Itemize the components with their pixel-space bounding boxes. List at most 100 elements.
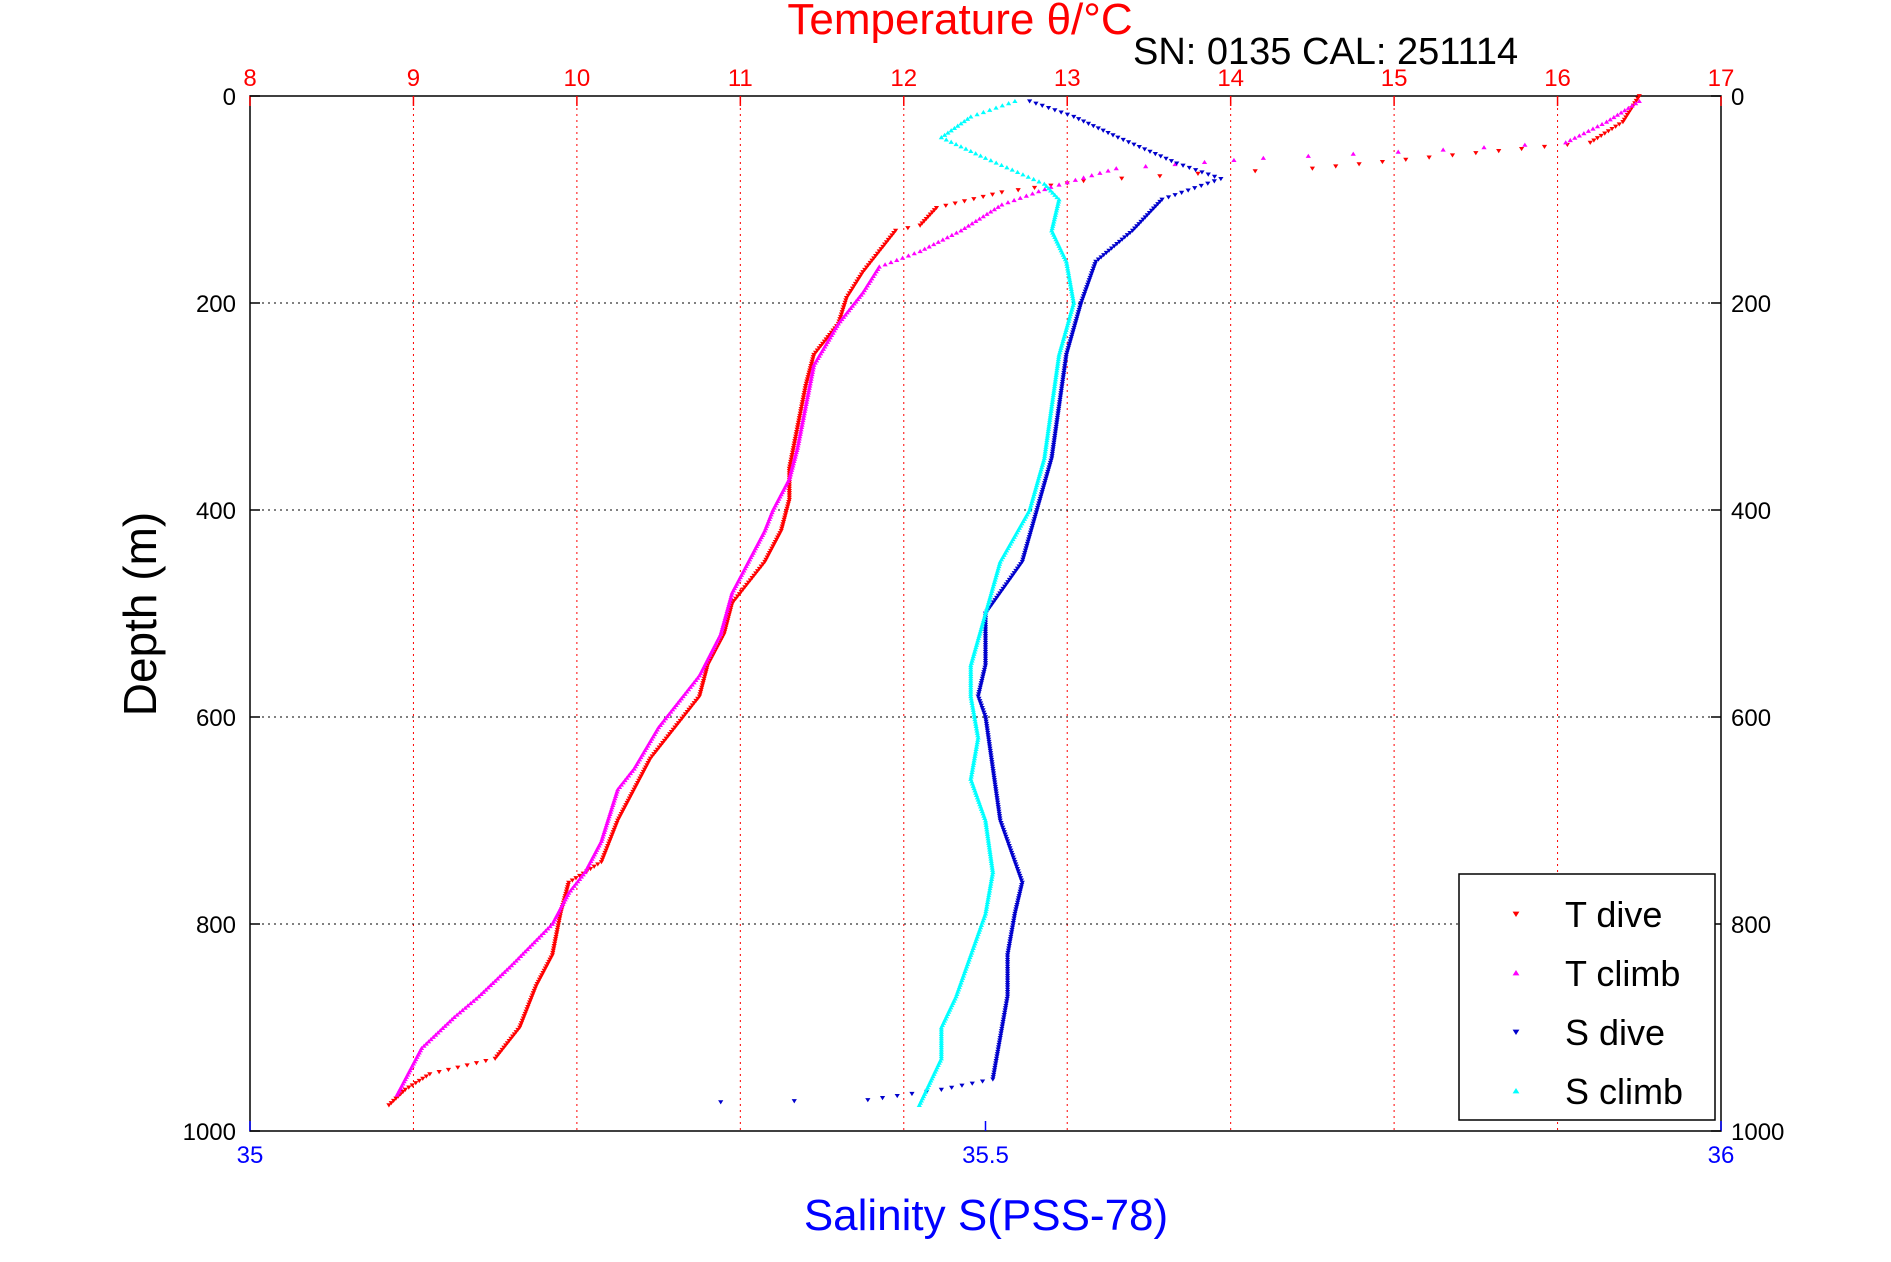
s-climb-point	[942, 132, 948, 137]
t-climb-point	[485, 985, 491, 990]
t-dive-point	[529, 993, 535, 998]
axis-ticks: 8 9 10 11 12 13 14 15 16 17 35 35.5 36 0 0 200 200 400 400…	[183, 65, 1785, 1169]
s-dive-point	[1005, 950, 1011, 956]
s-climb-point	[1046, 422, 1052, 427]
s-climb-point	[1057, 350, 1063, 355]
t-dive-point	[733, 596, 739, 601]
t-climb-point	[610, 800, 617, 805]
t-dive-point	[524, 1007, 530, 1012]
s-dive-point	[1050, 445, 1056, 450]
t-climb-point	[917, 248, 923, 254]
t-climb-point	[533, 937, 540, 942]
depth-tick-label-left: 200	[196, 291, 236, 318]
s-dive-point	[1089, 268, 1096, 274]
s-dive-point	[1185, 188, 1191, 193]
s-dive-point	[982, 627, 989, 632]
s-climb-point	[971, 710, 977, 715]
t-dive-point	[595, 862, 601, 867]
s-dive-point	[1004, 953, 1011, 958]
s-climb-point	[973, 642, 980, 647]
t-climb-point	[953, 230, 960, 235]
s-dive-point	[985, 733, 991, 738]
s-dive-point	[1020, 555, 1027, 560]
s-dive-point	[1008, 932, 1014, 937]
s-climb-point	[985, 895, 991, 900]
s-dive-point	[1010, 573, 1016, 578]
s-dive-point	[1004, 992, 1011, 997]
t-dive-point	[852, 281, 859, 287]
s-dive-point	[1136, 144, 1142, 150]
depth-tick-label-left: 400	[196, 498, 236, 525]
t-climb-point	[1594, 124, 1601, 129]
t-dive-point	[873, 254, 879, 259]
s-dive-point	[993, 1056, 1000, 1061]
t-dive-point	[695, 696, 701, 701]
s-dive-point	[994, 1054, 1000, 1059]
s-dive-point	[1132, 226, 1138, 231]
t-dive-point	[689, 703, 696, 708]
s-dive-point	[1003, 1001, 1009, 1006]
t-dive-point	[865, 263, 871, 268]
t-dive-point	[1473, 151, 1479, 156]
t-climb-point	[524, 946, 531, 952]
s-climb-point	[970, 653, 976, 659]
t-dive-point	[882, 242, 888, 247]
t-dive-point	[390, 1098, 397, 1104]
legend-label: S climb	[1565, 1071, 1683, 1112]
s-climb-point	[1045, 426, 1052, 431]
s-climb-point	[1006, 101, 1012, 106]
t-climb-point	[575, 879, 581, 884]
t-climb-point	[1629, 103, 1635, 108]
s-climb-point	[1050, 397, 1056, 402]
legend-box	[1458, 873, 1716, 1121]
t-dive-point	[538, 975, 544, 980]
s-dive-point	[1002, 1010, 1008, 1015]
s-dive-point	[1088, 273, 1094, 278]
t-dive-point	[804, 379, 810, 384]
s-dive-point	[1056, 406, 1062, 412]
s-dive-point	[996, 1040, 1002, 1045]
t-climb-point	[984, 211, 990, 216]
s-dive-point	[1004, 955, 1011, 960]
t-dive-point	[552, 939, 558, 944]
s-dive-point	[984, 726, 990, 731]
t-dive-point	[1157, 174, 1163, 179]
s-dive-point	[1138, 219, 1144, 225]
s-climb-point	[968, 774, 974, 779]
t-dive-point	[1309, 166, 1315, 171]
t-dive-point	[604, 846, 610, 851]
s-dive-point	[1036, 499, 1043, 504]
s-dive-point	[1033, 101, 1039, 106]
t-dive-point	[1636, 94, 1642, 99]
s-climb-point	[1055, 361, 1061, 366]
t-climb-point	[793, 452, 799, 457]
s-climb-point	[1067, 314, 1073, 319]
s-dive-point	[1055, 409, 1062, 414]
t-climb-point	[1633, 101, 1639, 106]
s-dive-point	[1063, 355, 1069, 360]
s-dive-point	[982, 649, 989, 655]
s-dive-point	[1035, 503, 1041, 508]
t-dive-point	[667, 732, 673, 737]
t-dive-point	[779, 524, 785, 529]
t-climb-point	[626, 773, 632, 778]
t-dive-point	[1613, 124, 1619, 129]
s-dive-point	[1127, 230, 1133, 236]
s-dive-point	[1007, 939, 1013, 944]
s-dive-point	[1124, 233, 1130, 238]
t-dive-point	[696, 694, 703, 699]
s-dive-point	[1013, 568, 1019, 574]
t-dive-point	[386, 1103, 392, 1108]
s-dive-point	[1142, 215, 1148, 220]
s-dive-point	[1017, 889, 1023, 894]
s-dive-point	[1006, 946, 1012, 951]
s-climb-point	[987, 886, 993, 891]
s-climb-point	[961, 118, 967, 124]
s-dive-point	[1018, 876, 1024, 881]
s-climb-point	[1051, 219, 1057, 224]
t-dive-point	[971, 197, 977, 202]
s-dive-point	[1054, 418, 1060, 423]
s-dive-point	[1038, 494, 1044, 499]
t-dive-point	[573, 876, 579, 881]
s-dive-point	[1039, 490, 1045, 495]
